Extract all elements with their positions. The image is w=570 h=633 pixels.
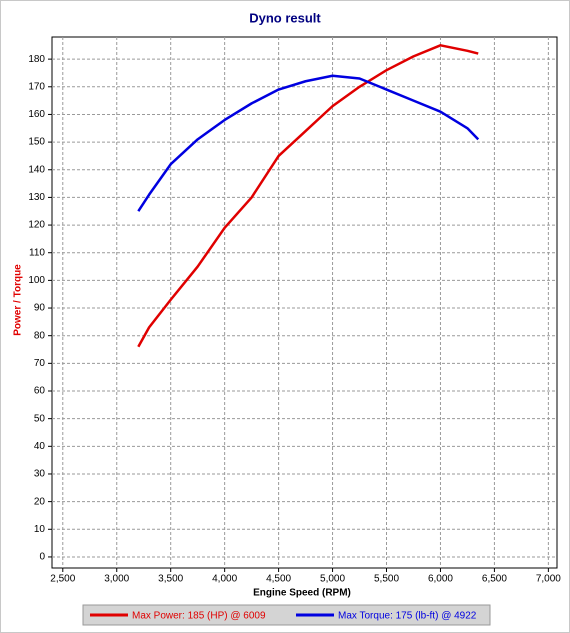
x-tick-label: 2,500 bbox=[50, 574, 75, 585]
x-axis-label: Engine Speed (RPM) bbox=[253, 588, 351, 599]
series-line bbox=[137, 44, 479, 348]
x-tick-label: 3,000 bbox=[104, 574, 129, 585]
chart-title: Dyno result bbox=[249, 10, 321, 25]
y-tick-label: 170 bbox=[28, 81, 45, 92]
x-tick-label: 5,000 bbox=[320, 574, 345, 585]
y-tick-label: 80 bbox=[34, 330, 46, 341]
y-tick-label: 90 bbox=[34, 303, 46, 314]
y-tick-label: 0 bbox=[39, 552, 45, 563]
series-line bbox=[137, 74, 480, 212]
plot-area bbox=[51, 36, 558, 569]
legend-label: Max Power: 185 (HP) @ 6009 bbox=[132, 611, 266, 622]
y-tick-label: 110 bbox=[29, 247, 45, 258]
y-tick-label: 60 bbox=[34, 386, 46, 397]
y-axis-label: Power / Torque bbox=[13, 264, 24, 336]
x-tick-label: 4,500 bbox=[266, 574, 291, 585]
legend bbox=[82, 604, 491, 626]
y-tick-label: 130 bbox=[28, 192, 45, 203]
y-tick-label: 50 bbox=[34, 413, 46, 424]
y-tick-label: 70 bbox=[34, 358, 46, 369]
x-tick-label: 4,000 bbox=[212, 574, 237, 585]
y-tick-label: 150 bbox=[28, 137, 45, 148]
legend-label: Max Torque: 175 (lb-ft) @ 4922 bbox=[338, 611, 477, 622]
y-tick-label: 100 bbox=[28, 275, 45, 286]
y-tick-label: 120 bbox=[28, 220, 45, 231]
x-tick-label: 3,500 bbox=[158, 574, 183, 585]
x-tick-label: 6,500 bbox=[482, 574, 507, 585]
x-tick-label: 6,000 bbox=[428, 574, 453, 585]
x-tick-label: 7,000 bbox=[536, 574, 561, 585]
y-tick-label: 160 bbox=[28, 109, 45, 120]
y-tick-label: 10 bbox=[34, 524, 46, 535]
y-tick-label: 20 bbox=[34, 496, 46, 507]
y-tick-label: 180 bbox=[28, 54, 45, 65]
x-tick-label: 5,500 bbox=[374, 574, 399, 585]
y-tick-label: 140 bbox=[28, 164, 45, 175]
y-tick-label: 30 bbox=[34, 469, 46, 480]
y-tick-label: 40 bbox=[34, 441, 46, 452]
